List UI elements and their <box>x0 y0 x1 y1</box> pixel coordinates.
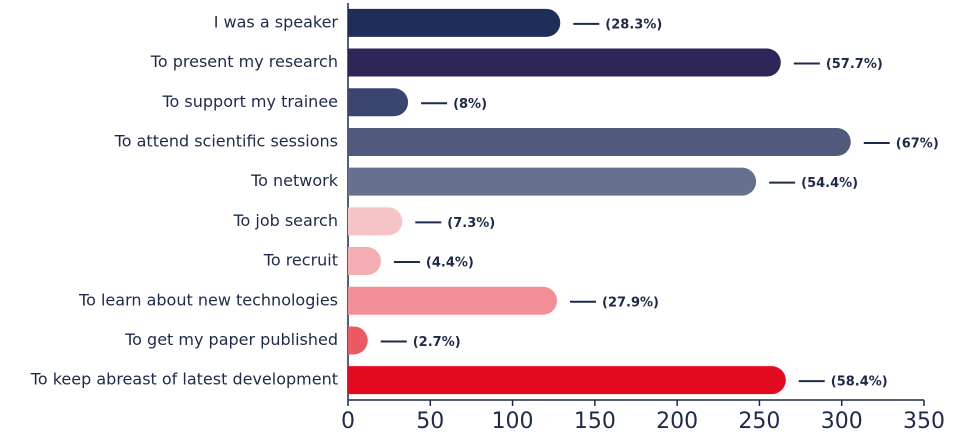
value-annotation: (4.4%) <box>426 256 474 271</box>
bar <box>348 326 368 355</box>
category-label: To get my paper published <box>124 330 338 349</box>
value-annotation: (8%) <box>453 97 487 112</box>
category-label: To present my research <box>150 52 338 71</box>
bar <box>348 48 781 77</box>
bar <box>348 88 409 117</box>
value-annotation: (54.4%) <box>801 176 858 191</box>
category-label: To network <box>250 171 339 190</box>
category-label: To attend scientific sessions <box>114 131 338 150</box>
x-tick-label: 250 <box>738 409 780 434</box>
x-tick-label: 50 <box>416 409 444 434</box>
bar <box>348 247 381 276</box>
x-tick-label: 300 <box>821 409 863 434</box>
value-annotation: (27.9%) <box>602 295 659 310</box>
value-annotation: (67%) <box>896 136 939 151</box>
category-label: To support my trainee <box>161 92 338 111</box>
x-tick-label: 100 <box>492 409 534 434</box>
category-label: To learn about new technologies <box>78 290 338 309</box>
category-label: I was a speaker <box>214 12 339 31</box>
value-annotation: (57.7%) <box>826 57 883 72</box>
value-annotation: (7.3%) <box>447 216 495 231</box>
value-annotation: (28.3%) <box>605 17 662 32</box>
x-tick-label: 350 <box>903 409 945 434</box>
value-annotation: (2.7%) <box>413 335 461 350</box>
bar <box>348 207 403 236</box>
category-label: To recruit <box>263 251 338 270</box>
value-annotation: (58.4%) <box>831 375 888 390</box>
bar <box>348 167 757 196</box>
bar <box>348 8 561 37</box>
category-label: To keep abreast of latest development <box>30 370 338 389</box>
bar <box>348 127 851 156</box>
bar <box>348 286 558 315</box>
x-tick-label: 200 <box>656 409 698 434</box>
category-label: To job search <box>232 211 338 230</box>
bar <box>348 366 786 395</box>
x-tick-label: 0 <box>341 409 355 434</box>
x-tick-label: 150 <box>574 409 616 434</box>
